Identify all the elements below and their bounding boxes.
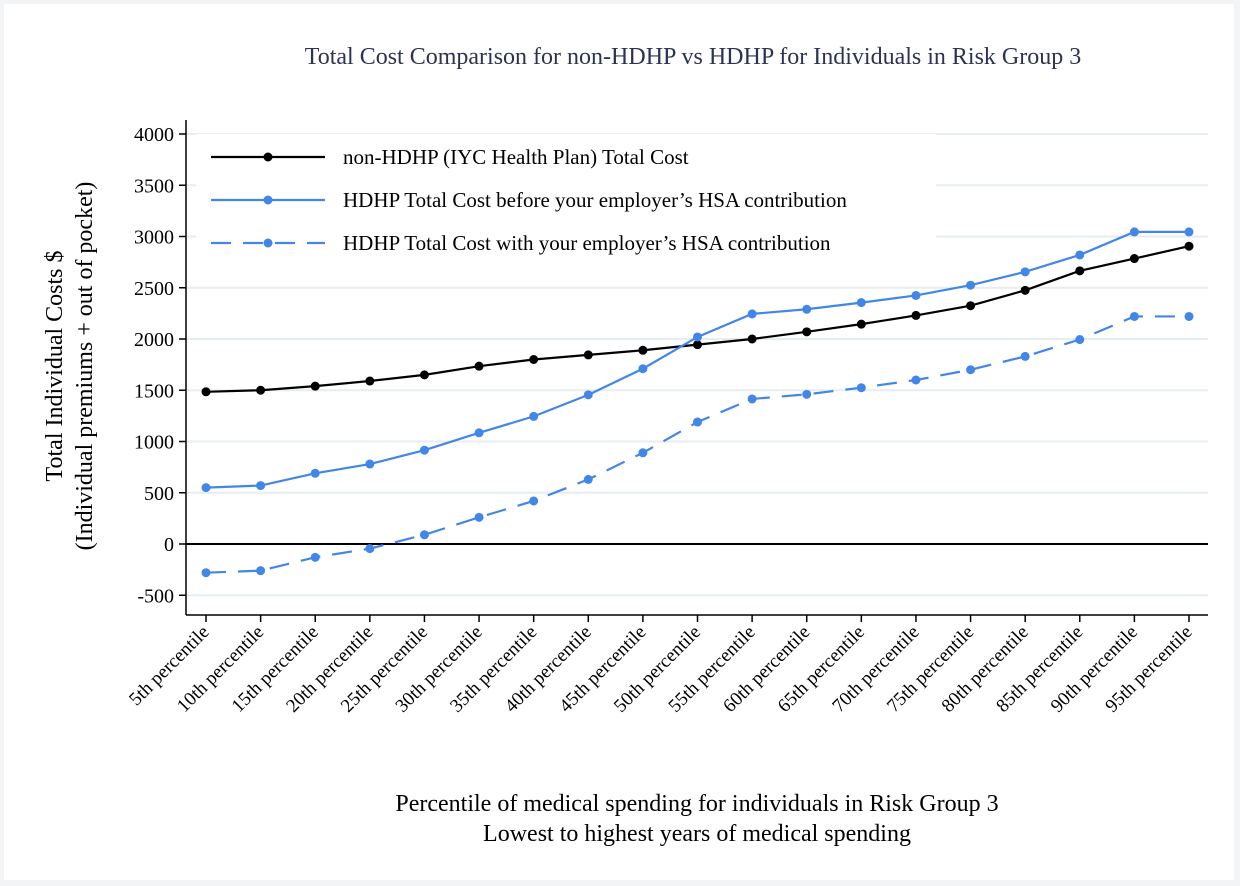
data-point	[256, 385, 266, 395]
y-tick-label: 3000	[134, 227, 174, 249]
data-point	[583, 390, 593, 400]
data-point	[1020, 285, 1030, 295]
legend-label: non-HDHP (IYC Health Plan) Total Cost	[343, 145, 689, 169]
data-point	[310, 552, 320, 562]
data-point	[802, 327, 812, 337]
data-point	[474, 361, 484, 371]
data-point	[856, 298, 866, 308]
data-point	[693, 417, 702, 427]
series-line	[205, 230, 1189, 489]
line-chart: Total Cost Comparison for non-HDHP vs HD…	[42, 44, 1208, 847]
data-point	[583, 474, 593, 484]
data-point	[201, 568, 211, 578]
series-line	[205, 245, 1190, 393]
y-axis-label-line2: (Individual premiums + out of pocket)	[72, 182, 98, 551]
y-tick-label: 2000	[134, 329, 174, 351]
data-point	[966, 280, 976, 290]
data-point	[1129, 311, 1139, 321]
data-point	[1184, 311, 1194, 321]
data-point	[638, 345, 648, 355]
data-point	[474, 512, 484, 522]
data-point	[474, 428, 484, 438]
data-point	[419, 445, 429, 455]
x-axis-label-line2: Lowest to highest years of medical spend…	[483, 821, 911, 847]
data-point	[1075, 335, 1085, 345]
data-point	[966, 301, 976, 311]
y-tick-label: 4000	[134, 124, 174, 146]
data-point	[1020, 351, 1030, 361]
data-point	[911, 290, 921, 300]
data-point	[1075, 266, 1085, 276]
data-point	[638, 364, 648, 374]
data-point	[856, 383, 866, 393]
series-line	[205, 315, 1189, 574]
y-axis-label-line1: Total Individual Costs $	[42, 251, 68, 482]
data-point	[1129, 254, 1139, 264]
data-point	[529, 411, 539, 421]
data-point	[802, 304, 812, 314]
data-point	[911, 310, 921, 320]
data-point	[638, 448, 648, 458]
data-point	[201, 483, 211, 493]
data-point	[365, 376, 375, 386]
data-point	[256, 481, 266, 491]
data-point	[365, 544, 375, 554]
chart-title: Total Cost Comparison for non-HDHP vs HD…	[305, 44, 1082, 70]
data-point	[1020, 267, 1030, 277]
legend-marker	[263, 195, 273, 205]
data-point	[419, 370, 429, 380]
data-point	[911, 375, 921, 385]
data-point	[419, 530, 429, 540]
data-point	[310, 381, 320, 391]
data-point	[529, 355, 539, 364]
data-point	[1184, 241, 1194, 251]
data-point	[1129, 227, 1139, 237]
data-point	[365, 459, 375, 469]
legend-label: HDHP Total Cost with your employer’s HSA…	[343, 231, 831, 255]
y-tick-label: 1000	[134, 432, 174, 454]
y-tick-label: 3500	[134, 175, 174, 197]
chart-frame: Total Cost Comparison for non-HDHP vs HD…	[4, 4, 1234, 880]
series-1	[201, 227, 1194, 493]
legend-marker	[263, 152, 273, 162]
y-tick-label: 0	[164, 534, 174, 556]
series-2	[201, 311, 1194, 578]
data-point	[529, 496, 539, 506]
data-point	[693, 332, 702, 342]
y-tick-label: 1500	[134, 380, 174, 402]
data-point	[747, 394, 757, 404]
y-tick-label: -500	[137, 585, 174, 607]
y-tick-label: 2500	[134, 278, 174, 300]
data-point	[693, 340, 702, 350]
data-point	[802, 389, 812, 399]
data-point	[966, 365, 976, 375]
series-0	[201, 241, 1194, 397]
data-point	[747, 334, 757, 344]
data-point	[583, 350, 593, 360]
legend-marker	[263, 238, 273, 248]
x-axis-label-line1: Percentile of medical spending for indiv…	[395, 791, 998, 817]
data-point	[310, 468, 320, 478]
data-point	[256, 566, 266, 576]
y-tick-label: 500	[144, 483, 174, 505]
data-point	[1075, 250, 1085, 260]
legend-label: HDHP Total Cost before your employer’s H…	[343, 188, 847, 212]
data-point	[1184, 227, 1194, 237]
data-point	[856, 319, 866, 329]
data-point	[201, 387, 211, 397]
data-point	[747, 309, 757, 319]
